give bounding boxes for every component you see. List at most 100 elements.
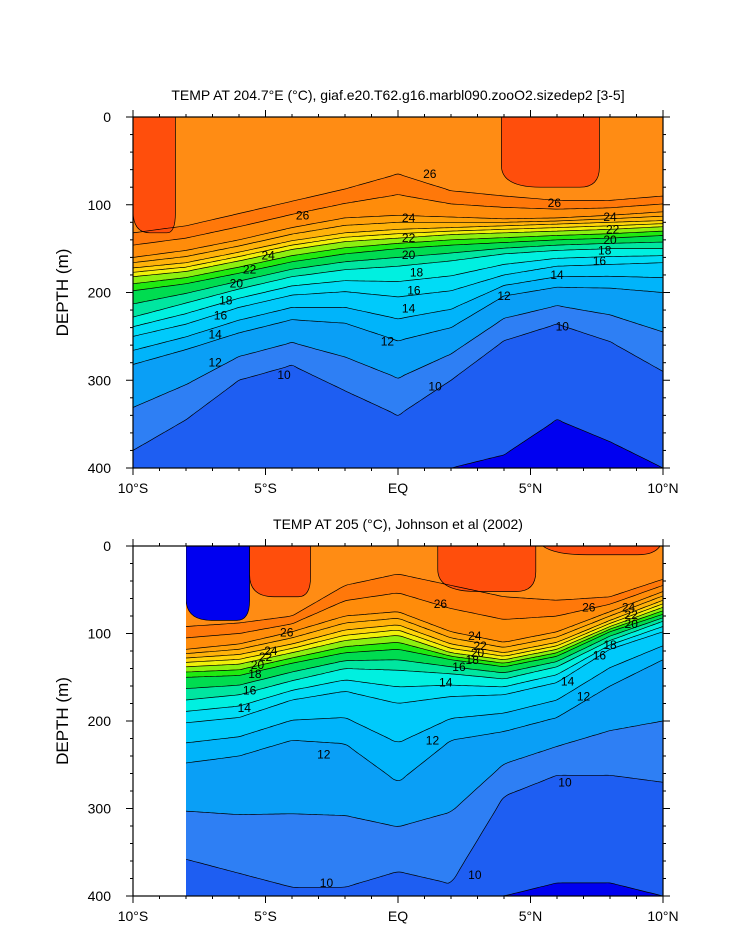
isotherm-22	[133, 220, 663, 269]
isotherm-12	[186, 659, 663, 781]
isotherm-23	[186, 595, 663, 654]
isotherm-26	[186, 574, 663, 627]
contour-label: 12	[426, 733, 440, 747]
isotherm-19	[186, 610, 663, 673]
contour-label: 18	[219, 293, 233, 307]
isotherm-15	[133, 255, 663, 328]
isotherm-20	[186, 606, 663, 668]
x-tick-label: 5°N	[519, 480, 543, 496]
contour-label: 20	[251, 658, 265, 672]
isotherm-20	[133, 226, 663, 278]
contour-label: 24	[402, 211, 416, 225]
x-tick-label: EQ	[388, 908, 408, 924]
contour-label: 14	[238, 701, 252, 715]
contour-label: 16	[593, 648, 607, 662]
contour-label: 10	[428, 379, 442, 393]
isotherm-25	[133, 194, 663, 246]
contour-label: 16	[407, 284, 421, 298]
contour-label: 12	[497, 289, 511, 303]
contour-label: 10	[320, 876, 334, 890]
contour-label: 26	[423, 167, 437, 181]
isotherm-24	[133, 211, 663, 258]
isotherm-21	[133, 223, 663, 273]
contour-label: 22	[243, 263, 257, 277]
y-tick-label: 400	[88, 888, 112, 904]
isotherm-9	[186, 882, 663, 896]
contour-label: 14	[561, 675, 575, 689]
contour-label: 12	[208, 356, 222, 370]
contour-fills	[186, 546, 663, 896]
x-tick-label: 5°N	[519, 908, 543, 924]
isotherm-16	[133, 248, 663, 318]
x-tick-label: 10°N	[647, 480, 678, 496]
x-tick-label: 10°N	[647, 908, 678, 924]
contour-label: 22	[473, 639, 487, 653]
contour-label: 12	[577, 690, 591, 704]
contour-label: 20	[603, 233, 617, 247]
warm-pool-1	[501, 117, 600, 188]
contour-label: 14	[550, 268, 564, 282]
isotherm-23	[133, 215, 663, 264]
contour-label: 10	[558, 775, 572, 789]
contour-label: 24	[261, 249, 275, 263]
isotherm-13	[186, 645, 663, 744]
contour-label: 16	[593, 254, 607, 268]
warm-pool-3	[542, 546, 661, 556]
contour-label: 18	[466, 653, 480, 667]
contour-label: 26	[434, 597, 448, 611]
contour-label: 18	[598, 243, 612, 257]
isotherm-18	[133, 235, 663, 292]
x-tick-label: EQ	[388, 480, 408, 496]
contour-lines	[186, 574, 663, 896]
contour-label: 14	[439, 676, 453, 690]
y-tick-label: 300	[88, 372, 112, 388]
isotherm-24	[186, 591, 663, 650]
contour-label: 26	[582, 600, 596, 614]
chart-title: TEMP AT 205 (°C), Johnson et al (2002)	[273, 516, 523, 532]
isotherm-18	[186, 613, 663, 678]
contour-lines	[133, 173, 663, 468]
isotherm-16	[186, 620, 663, 701]
x-tick-label: 5°S	[254, 480, 277, 496]
contour-label: 12	[381, 335, 395, 349]
isotherm-14	[186, 631, 663, 724]
contour-label: 20	[402, 248, 416, 262]
isotherm-26	[133, 173, 663, 234]
contour-label: 10	[468, 868, 482, 882]
isotherm-21	[186, 603, 663, 663]
y-tick-label: 200	[88, 713, 112, 729]
y-tick-label: 200	[88, 285, 112, 301]
y-axis-label: DEPTH (m)	[53, 249, 72, 337]
warm-pool-2	[437, 546, 537, 592]
contour-label: 18	[248, 667, 262, 681]
x-tick-label: 10°S	[118, 908, 149, 924]
y-axis-label: DEPTH (m)	[53, 677, 72, 765]
y-tick-label: 300	[88, 801, 112, 817]
isotherm-13	[133, 275, 663, 351]
contour-label: 22	[402, 231, 416, 245]
contour-label: 14	[208, 328, 222, 342]
contour-label: 16	[214, 308, 228, 322]
isotherm-17	[133, 241, 663, 305]
contour-label: 24	[622, 600, 636, 614]
contour-label: 20	[471, 646, 485, 660]
contour-label: 12	[317, 747, 331, 761]
contour-label: 16	[452, 660, 466, 674]
y-tick-label: 0	[103, 109, 111, 125]
isotherm-15	[186, 626, 663, 712]
x-tick-label: 5°S	[254, 908, 277, 924]
isotherm-10	[133, 323, 663, 451]
contour-label: 24	[603, 210, 617, 224]
y-tick-label: 0	[103, 538, 111, 554]
contour-fills	[133, 117, 663, 468]
isotherm-12	[133, 286, 663, 365]
contour-label: 22	[259, 650, 273, 664]
contour-label: 26	[280, 626, 294, 640]
contour-label: 10	[556, 320, 570, 334]
isotherm-22	[186, 599, 663, 659]
isotherm-25	[186, 585, 663, 639]
contour-label: 24	[264, 644, 278, 658]
contour-label: 18	[410, 265, 424, 279]
